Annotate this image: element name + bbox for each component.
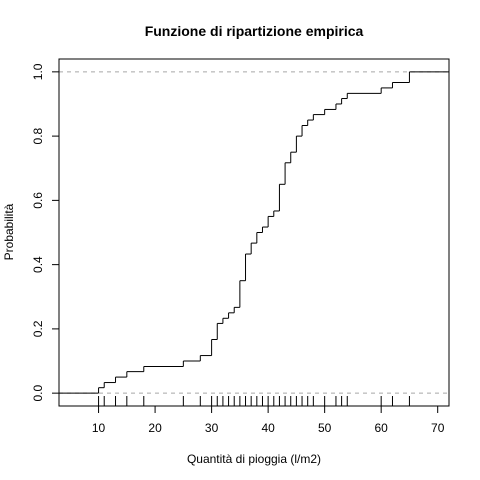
x-tick-label: 10 [92, 421, 106, 435]
y-axis-label: Probabilità [2, 203, 16, 260]
y-tick-label: 0.8 [31, 127, 45, 144]
y-tick-label: 0.6 [31, 192, 45, 209]
x-tick-label: 70 [431, 421, 445, 435]
rug-marks [98, 396, 410, 406]
x-tick-label: 40 [261, 421, 275, 435]
y-tick-label: 0.4 [31, 256, 45, 273]
reference-lines [59, 71, 449, 394]
y-tick-label: 0.0 [31, 384, 45, 401]
x-axis-label: Quantità di pioggia (l/m2) [187, 452, 321, 466]
chart-title: Funzione di ripartizione empirica [145, 23, 364, 39]
plot-frame [58, 58, 450, 407]
y-axis: 0.0 0.2 0.4 0.6 0.8 1.0 [31, 63, 59, 401]
y-tick-label: 1.0 [31, 63, 45, 80]
x-tick-label: 60 [374, 421, 388, 435]
x-tick-label: 50 [318, 421, 332, 435]
x-tick-label: 30 [205, 421, 219, 435]
x-tick-label: 20 [148, 421, 162, 435]
x-axis: 10 20 30 40 50 60 70 [92, 406, 445, 435]
ecdf-steps [59, 71, 449, 394]
y-tick-label: 0.2 [31, 320, 45, 337]
